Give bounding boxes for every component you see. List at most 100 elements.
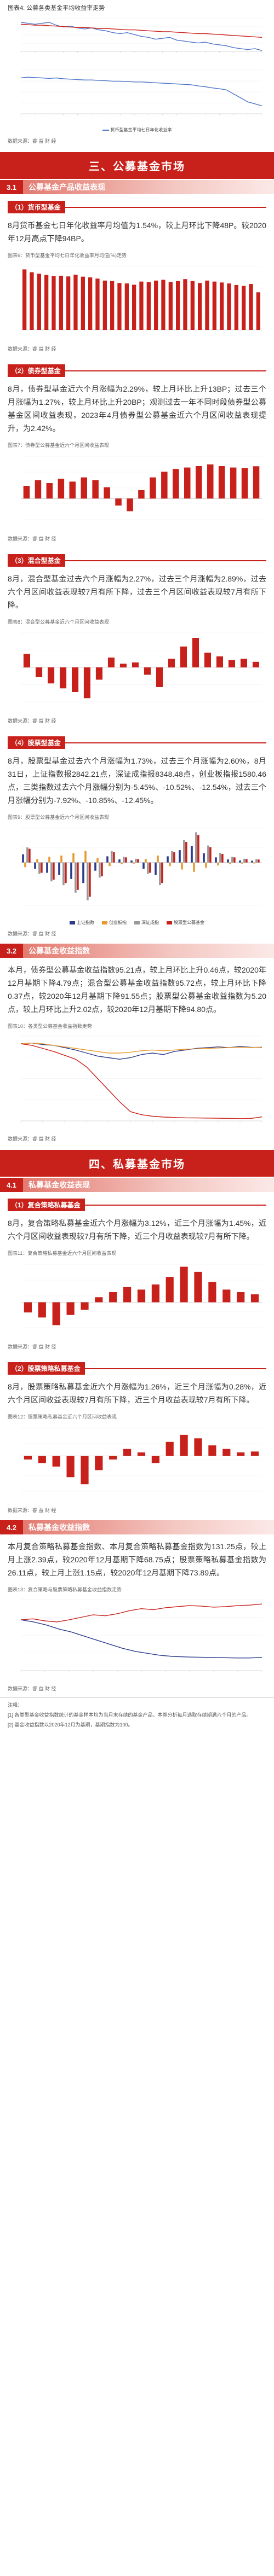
bar: [24, 862, 26, 868]
chart-fig7: [8, 451, 266, 533]
series-line: [20, 1619, 262, 1659]
bar: [173, 469, 179, 499]
bar: [28, 848, 31, 863]
figure-title: 图表6：货币型基金平均七日年化收益率月均值(%)走势: [8, 253, 127, 258]
chart-fig12: [8, 1422, 266, 1504]
bar: [145, 859, 147, 863]
bar: [135, 858, 137, 863]
bar: [227, 859, 229, 863]
bar: [46, 483, 53, 499]
bar: [107, 658, 115, 667]
bar: [37, 274, 41, 330]
chart-fig9: [8, 823, 266, 918]
bar: [209, 847, 212, 863]
bar: [204, 653, 211, 667]
series-line: [20, 24, 262, 38]
paragraph-public-index: 本月，债券型公募基金收益指数95.21点，较上月环比上升0.46点，较2020年…: [8, 966, 266, 1014]
bar: [195, 832, 197, 863]
bar: [183, 279, 187, 330]
bar: [82, 862, 84, 883]
bar: [168, 282, 173, 330]
bar: [36, 667, 43, 677]
fig11-svg: [21, 1264, 262, 1328]
paragraph-equity-private: 8月，股票策略私募基金近六个月涨幅为1.26%，近三个月涨幅为0.28%，近六个…: [8, 1382, 266, 1404]
bar: [138, 490, 145, 499]
source-note: 数据来源：睿 益 财 经: [8, 718, 56, 724]
source-note: 数据来源：睿 益 财 经: [8, 346, 56, 352]
bar: [169, 862, 171, 867]
bar: [159, 862, 161, 886]
bar: [256, 292, 260, 330]
bar: [212, 281, 216, 330]
chart-fig10: [8, 1032, 266, 1133]
bar: [38, 1302, 46, 1318]
bar: [115, 498, 122, 506]
bar: [89, 862, 91, 897]
bar: [250, 1294, 259, 1302]
bar: [179, 850, 181, 863]
chart-fig13: [8, 1595, 266, 1683]
bar: [139, 281, 144, 330]
fig6-svg: [21, 266, 262, 330]
bar: [60, 855, 62, 863]
bar: [219, 853, 221, 863]
bar: [196, 466, 202, 499]
bar: [132, 662, 139, 667]
bar: [255, 859, 258, 863]
bar: [241, 468, 248, 499]
bar: [99, 862, 101, 878]
figure-title: 图表4: 公募各类基金平均收益率走势: [8, 5, 105, 11]
bar: [215, 857, 217, 863]
bar: [66, 1456, 75, 1478]
bar: [81, 477, 87, 499]
series-line: [20, 1043, 262, 1119]
bar: [192, 638, 199, 667]
bar: [253, 862, 255, 864]
bar: [87, 862, 89, 900]
bar: [239, 860, 241, 863]
bar: [149, 862, 151, 873]
bar: [165, 1277, 174, 1302]
fig4-svg: [20, 18, 262, 53]
bar: [222, 1449, 231, 1456]
bar: [208, 1282, 216, 1302]
bar: [243, 858, 246, 863]
bar: [151, 1456, 159, 1463]
bar: [41, 862, 43, 873]
bar: [88, 277, 93, 330]
bar: [180, 1266, 188, 1302]
bar: [113, 852, 115, 863]
bar: [207, 845, 209, 863]
paragraph-money-fund: 8月货币基金七日年化收益率月均值为1.54%，较上月环比下降48P。较2020年…: [8, 221, 266, 243]
source-note: 数据来源：睿 益 财 经: [8, 1344, 56, 1350]
bar: [50, 862, 53, 882]
fig8-svg: [21, 632, 262, 702]
bar: [191, 846, 193, 863]
subheading-money-fund: （1）货币型基金: [8, 201, 266, 213]
bar: [246, 859, 248, 863]
bar: [205, 862, 207, 868]
paragraph-hybrid-fund: 8月，混合型基金过去六个月涨幅为2.27%，过去三个月涨幅为2.89%，过去六个…: [8, 574, 266, 609]
bar: [35, 480, 42, 499]
chart-fig6: [8, 261, 266, 343]
bar: [125, 857, 127, 863]
bar: [181, 862, 183, 870]
section-4-heading: 四、私募基金市场: [0, 1150, 274, 1177]
fig5-svg: [20, 69, 262, 115]
bar: [133, 862, 135, 864]
subheading-equity-private: （2）股票策略私募基金: [8, 1362, 266, 1375]
source-note: 数据来源：睿 益 财 经: [8, 1136, 56, 1142]
bar: [34, 862, 36, 869]
bar: [83, 667, 90, 699]
source-note: 数据来源：睿 益 财 经: [8, 931, 56, 937]
bar: [94, 862, 96, 871]
legend-item: 股票型公募基金: [167, 920, 204, 926]
footnote-heading: 注释：: [0, 1697, 274, 1710]
bar: [30, 272, 34, 330]
bar: [180, 1434, 188, 1456]
bar: [132, 284, 136, 330]
bar: [95, 1297, 103, 1302]
bar: [26, 847, 28, 863]
subheading-composite-private: （1）复合策略私募基金: [8, 1199, 266, 1211]
